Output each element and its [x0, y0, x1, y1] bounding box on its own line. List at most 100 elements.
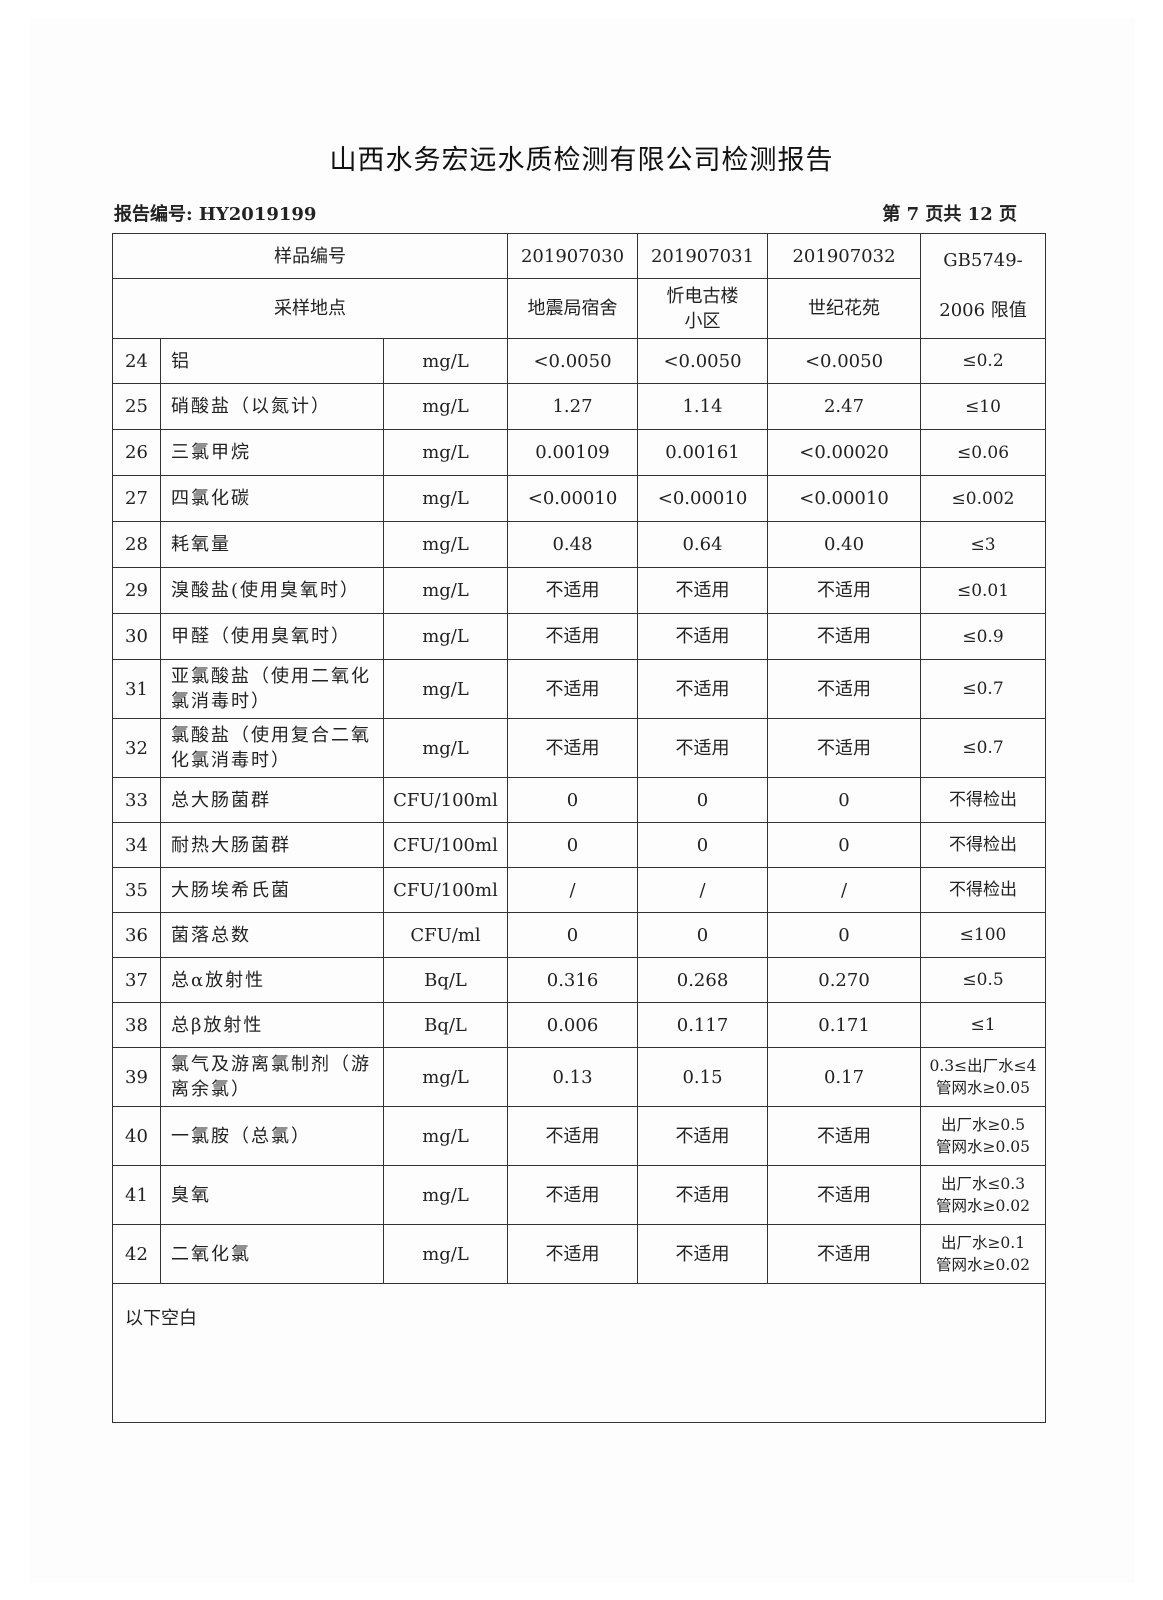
limit-value: ≤0.06	[920, 429, 1047, 476]
unit: mg/L	[382, 1165, 509, 1225]
unit: mg/L	[382, 567, 509, 614]
unit: mg/L	[382, 338, 509, 384]
test-item: 耗氧量	[160, 521, 384, 568]
row-number: 34	[112, 822, 161, 868]
table-row: 38 总β放射性 Bq/L 0.006 0.117 0.171 ≤1	[112, 1002, 1047, 1048]
row-number: 26	[112, 429, 161, 476]
location-label: 采样地点	[111, 278, 509, 339]
result-value: 0.006	[507, 1002, 639, 1048]
row-number: 37	[112, 957, 161, 1003]
test-item: 大肠埃希氏菌	[160, 867, 384, 913]
limit-value: ≤0.5	[920, 957, 1047, 1003]
test-item: 总β放射性	[160, 1002, 384, 1048]
row-number: 24	[112, 338, 161, 384]
result-value: 不适用	[507, 1106, 639, 1166]
result-value: 1.27	[507, 383, 639, 430]
limit-value: ≤0.7	[920, 718, 1047, 778]
limit-value: 不得检出	[920, 777, 1047, 823]
table-row: 40 一氯胺（总氯） mg/L 不适用 不适用 不适用 出厂水≥0.5 管网水≥0.05	[112, 1106, 1047, 1166]
test-item: 氯气及游离氯制剂（游离余氯）	[160, 1047, 384, 1107]
limit-value: ≤100	[920, 912, 1047, 958]
limit-value: 出厂水≥0.1 管网水≥0.02	[920, 1224, 1047, 1284]
row-number: 27	[112, 475, 161, 522]
result-value: 不适用	[507, 1224, 639, 1284]
result-value: 0.40	[767, 521, 922, 568]
test-item: 四氯化碳	[160, 475, 384, 522]
unit: mg/L	[382, 659, 509, 719]
row-number: 30	[112, 613, 161, 660]
row-number: 36	[112, 912, 161, 958]
result-value: 0.171	[767, 1002, 922, 1048]
result-value: 0.268	[637, 957, 769, 1003]
limit-value: ≤10	[920, 383, 1047, 430]
results-table: 样品编号 201907030 201907031 201907032 GB574…	[111, 233, 1047, 1423]
limit-value: ≤0.002	[920, 475, 1047, 522]
test-item: 菌落总数	[160, 912, 384, 958]
sample-id-row: 样品编号 201907030 201907031 201907032 GB574…	[111, 233, 1047, 339]
limit-value: 0.3≤出厂水≤4 管网水≥0.05	[920, 1047, 1047, 1107]
test-item: 硝酸盐（以氮计）	[160, 383, 384, 430]
test-item: 甲醛（使用臭氧时）	[160, 613, 384, 660]
row-number: 42	[112, 1224, 161, 1284]
table-row: 35 大肠埃希氏菌 CFU/100ml / / / 不得检出	[112, 867, 1047, 913]
test-item: 一氯胺（总氯）	[160, 1106, 384, 1166]
unit: CFU/ml	[382, 912, 509, 958]
result-value: 0	[507, 777, 639, 823]
result-value: 2.47	[767, 383, 922, 430]
table-row: 31 亚氯酸盐（使用二氧化氯消毒时） mg/L 不适用 不适用 不适用 ≤0.7	[112, 659, 1047, 719]
test-item: 二氧化氯	[160, 1224, 384, 1284]
standard-line2: 2006 限值	[939, 300, 1027, 321]
table-row: 26 三氯甲烷 mg/L 0.00109 0.00161 <0.00020 ≤0.06	[112, 429, 1047, 476]
result-value: 0	[507, 822, 639, 868]
result-value: /	[637, 867, 769, 913]
result-value: /	[767, 867, 922, 913]
result-value: 不适用	[637, 613, 769, 660]
sample-location: 地震局宿舍	[507, 278, 639, 339]
table-row: 28 耗氧量 mg/L 0.48 0.64 0.40 ≤3	[112, 521, 1047, 568]
test-item: 亚氯酸盐（使用二氧化氯消毒时）	[160, 659, 384, 719]
limit-value: ≤0.01	[920, 567, 1047, 614]
row-number: 33	[112, 777, 161, 823]
test-item: 总α放射性	[160, 957, 384, 1003]
test-item: 总大肠菌群	[160, 777, 384, 823]
table-row: 30 甲醛（使用臭氧时） mg/L 不适用 不适用 不适用 ≤0.9	[112, 613, 1047, 660]
unit: mg/L	[382, 613, 509, 660]
test-item: 溴酸盐(使用臭氧时）	[160, 567, 384, 614]
unit: mg/L	[382, 1224, 509, 1284]
unit: mg/L	[382, 475, 509, 522]
standard-line1: GB5749-	[943, 250, 1023, 271]
sample-id: 201907030	[507, 233, 639, 279]
result-value: 不适用	[767, 1106, 922, 1166]
unit: CFU/100ml	[382, 867, 509, 913]
table-row: 37 总α放射性 Bq/L 0.316 0.268 0.270 ≤0.5	[112, 957, 1047, 1003]
limit-value: 出厂水≤0.3 管网水≥0.02	[920, 1165, 1047, 1225]
result-value: 不适用	[507, 718, 639, 778]
table-row: 32 氯酸盐（使用复合二氧化氯消毒时） mg/L 不适用 不适用 不适用 ≤0.7	[112, 718, 1047, 778]
result-value: 不适用	[637, 718, 769, 778]
page-number: 第 7 页共 12 页	[882, 204, 1017, 225]
unit: mg/L	[382, 429, 509, 476]
limit-value: 不得检出	[920, 822, 1047, 868]
result-value: 不适用	[507, 659, 639, 719]
limit-value: 出厂水≥0.5 管网水≥0.05	[920, 1106, 1047, 1166]
row-number: 32	[112, 718, 161, 778]
unit: mg/L	[382, 1047, 509, 1107]
sample-id: 201907032	[767, 233, 922, 279]
table-row: 25 硝酸盐（以氮计） mg/L 1.27 1.14 2.47 ≤10	[112, 383, 1047, 430]
limit-value: ≤1	[920, 1002, 1047, 1048]
table-row: 27 四氯化碳 mg/L <0.00010 <0.00010 <0.00010 ≤0.002	[112, 475, 1047, 522]
limit-value: ≤0.7	[920, 659, 1047, 719]
test-item: 铝	[160, 338, 384, 384]
report-title: 山西水务宏远水质检测有限公司检测报告	[329, 145, 834, 176]
table-row: 42 二氧化氯 mg/L 不适用 不适用 不适用 出厂水≥0.1 管网水≥0.02	[112, 1224, 1047, 1284]
result-value: 0	[637, 912, 769, 958]
result-value: 不适用	[767, 613, 922, 660]
unit: mg/L	[382, 383, 509, 430]
result-value: 0.15	[637, 1047, 769, 1107]
result-value: 不适用	[767, 567, 922, 614]
result-value: 0	[767, 822, 922, 868]
test-item: 三氯甲烷	[160, 429, 384, 476]
table-row: 39 氯气及游离氯制剂（游离余氯） mg/L 0.13 0.15 0.17 0.3≤出厂水≤…	[112, 1047, 1047, 1107]
test-item: 氯酸盐（使用复合二氧化氯消毒时）	[160, 718, 384, 778]
result-value: 不适用	[637, 567, 769, 614]
